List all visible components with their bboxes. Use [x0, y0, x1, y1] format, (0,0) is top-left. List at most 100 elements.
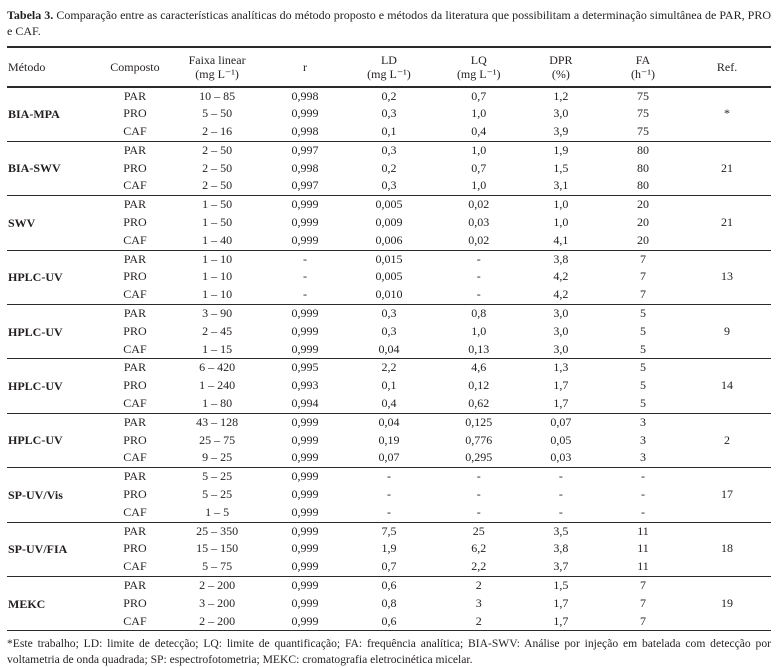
cell-faixa: 2 – 50: [202, 160, 233, 175]
col-header-faixa-linear: Faixa linear (mg L⁻¹): [188, 53, 246, 82]
table-row: CAF 9 – 25 0,999 0,07 0,295 0,03 3: [7, 449, 771, 467]
cell-faixa: 5 – 75: [202, 559, 233, 574]
cell-lq: -: [476, 504, 481, 519]
cell-dpr: 3,1: [553, 178, 569, 193]
cell-r: 0,998: [291, 124, 319, 139]
cell-r: 0,999: [291, 469, 319, 484]
table-row: PRO 1 – 240 0,993 0,1 0,12 1,7 5: [7, 377, 771, 395]
cell-faixa: 1 – 80: [202, 396, 233, 411]
cell-lq: 0,7: [471, 160, 487, 175]
cell-composto: CAF: [123, 124, 147, 139]
cell-ref: 21: [721, 160, 734, 175]
method-cell: HPLC-UV: [8, 378, 63, 393]
cell-dpr: 3,8: [553, 541, 569, 556]
cell-lq: -: [476, 269, 481, 284]
cell-faixa: 5 – 25: [202, 469, 233, 484]
table-row: PRO 5 – 50 0,999 0,3 1,0 3,0 75: [7, 105, 771, 123]
cell-dpr: 4,2: [553, 269, 569, 284]
cell-r: 0,997: [291, 178, 319, 193]
cell-ref: *: [724, 106, 731, 121]
cell-lq: -: [476, 251, 481, 266]
method-group: SWV PAR 1 – 50 0,999 0,005 0,02 1,0 20 21 PRO 1 – …: [7, 196, 771, 251]
cell-composto: PRO: [123, 595, 147, 610]
cell-dpr: 3,7: [553, 559, 569, 574]
cell-fa: 5: [639, 378, 646, 393]
cell-ld: 0,8: [381, 595, 397, 610]
cell-lq: 0,776: [465, 432, 493, 447]
cell-faixa: 1 – 10: [202, 251, 233, 266]
table-row: HPLC-UV PAR 6 – 420 0,995 2,2 4,6 1,3 5 14: [7, 359, 771, 393]
cell-lq: 0,62: [468, 396, 490, 411]
cell-composto: PAR: [123, 414, 147, 429]
table-row: CAF 1 – 80 0,994 0,4 0,62 1,7 5: [7, 395, 771, 413]
table-row: PRO 5 – 25 0,999 - - - -: [7, 486, 771, 504]
cell-composto: PRO: [123, 487, 147, 502]
table-row: CAF 1 – 15 0,999 0,04 0,13 3,0 5: [7, 341, 771, 359]
cell-fa: 20: [636, 232, 649, 247]
table-title-text: Comparação entre as características anal…: [7, 8, 772, 38]
cell-r: 0,997: [291, 142, 319, 157]
cell-faixa: 5 – 50: [202, 106, 233, 121]
cell-ld: 1,9: [381, 541, 397, 556]
cell-fa: 5: [639, 306, 646, 321]
method-group: BIA-MPA PAR 10 – 85 0,998 0,2 0,7 1,2 75 * PRO 5 –…: [7, 87, 771, 142]
cell-fa: 20: [636, 215, 649, 230]
cell-ld: 0,1: [381, 124, 397, 139]
cell-dpr: 1,0: [553, 215, 569, 230]
cell-lq: 0,02: [468, 197, 490, 212]
method-group: BIA-SWV PAR 2 – 50 0,997 0,3 1,0 1,9 80 21 PRO 2 –…: [7, 141, 771, 196]
cell-ld: 0,2: [381, 160, 397, 175]
cell-faixa: 2 – 45: [202, 323, 233, 338]
cell-dpr: 1,5: [553, 160, 569, 175]
cell-r: 0,999: [291, 323, 319, 338]
cell-r: 0,995: [291, 360, 319, 375]
cell-dpr: 3,5: [553, 523, 569, 538]
cell-fa: 11: [637, 541, 649, 556]
cell-fa: 3: [639, 450, 646, 465]
cell-ld: 0,009: [375, 215, 403, 230]
table-row: CAF 2 – 50 0,997 0,3 1,0 3,1 80: [7, 177, 771, 195]
cell-ld: 7,5: [381, 523, 397, 538]
table-row: BIA-MPA PAR 10 – 85 0,998 0,2 0,7 1,2 75 *: [7, 87, 771, 122]
cell-ld: 0,6: [381, 578, 397, 593]
cell-ref: 9: [724, 323, 731, 338]
cell-lq: -: [476, 487, 481, 502]
cell-fa: -: [640, 487, 645, 502]
cell-ld: 0,6: [381, 613, 397, 628]
cell-faixa: 2 – 50: [202, 178, 233, 193]
cell-fa: -: [640, 469, 645, 484]
cell-composto: PAR: [123, 306, 147, 321]
table-row: HPLC-UV PAR 3 – 90 0,999 0,3 0,8 3,0 5 9: [7, 305, 771, 339]
method-cell: BIA-SWV: [8, 161, 61, 176]
cell-composto: PAR: [123, 360, 147, 375]
cell-faixa: 2 – 200: [199, 578, 236, 593]
cell-r: 0,999: [291, 197, 319, 212]
cell-composto: CAF: [123, 559, 147, 574]
cell-composto: CAF: [123, 232, 147, 247]
table-header: Método Composto Faixa linear (mg L⁻¹) r …: [7, 47, 771, 87]
col-header-ref: Ref.: [716, 60, 738, 75]
cell-dpr: 0,03: [550, 450, 572, 465]
cell-composto: CAF: [123, 613, 147, 628]
cell-composto: PRO: [123, 323, 147, 338]
cell-dpr: 1,9: [553, 142, 569, 157]
cell-faixa: 25 – 75: [199, 432, 236, 447]
cell-ld: 0,010: [375, 287, 403, 302]
cell-dpr: 1,7: [553, 378, 569, 393]
cell-dpr: 1,7: [553, 396, 569, 411]
cell-fa: 75: [636, 106, 649, 121]
cell-ld: 0,1: [381, 378, 397, 393]
cell-ld: 0,2: [381, 88, 397, 103]
cell-fa: 7: [639, 578, 646, 593]
cell-dpr: 3,0: [553, 306, 569, 321]
cell-ld: 0,3: [381, 306, 397, 321]
cell-faixa: 1 – 10: [202, 269, 233, 284]
cell-r: 0,999: [291, 523, 319, 538]
method-cell: HPLC-UV: [8, 324, 63, 339]
cell-faixa: 43 – 128: [196, 414, 239, 429]
comparison-table: Método Composto Faixa linear (mg L⁻¹) r …: [7, 46, 771, 631]
cell-lq: 4,6: [471, 360, 487, 375]
cell-faixa: 1 – 5: [205, 504, 230, 519]
cell-ld: -: [386, 469, 391, 484]
cell-dpr: 3,0: [553, 323, 569, 338]
